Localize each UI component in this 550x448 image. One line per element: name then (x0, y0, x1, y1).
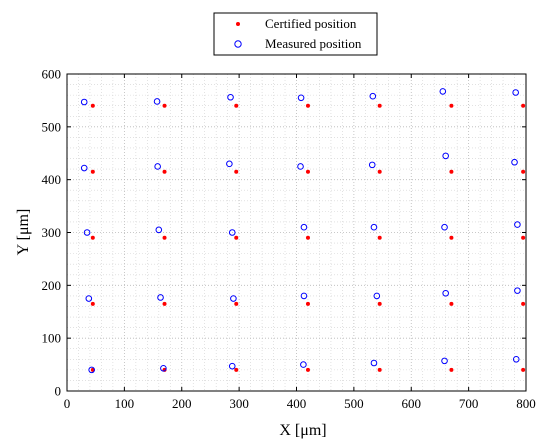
certified-point (449, 301, 454, 306)
certified-point (377, 367, 382, 372)
y-tick-label: 600 (42, 67, 62, 82)
y-tick-label: 500 (42, 119, 62, 134)
certified-point (305, 367, 310, 372)
measured-point (230, 295, 237, 302)
measured-point (370, 223, 378, 231)
certified-point (305, 169, 310, 174)
certified-point (305, 235, 310, 240)
measured-point (300, 361, 307, 368)
certified-point (90, 235, 95, 240)
measured-point (228, 362, 236, 370)
measured-point (300, 223, 308, 231)
y-tick-label: 100 (42, 331, 62, 346)
grid (67, 74, 526, 391)
measured-point (514, 221, 521, 228)
y-tick-label: 0 (55, 384, 62, 399)
measured-point (80, 164, 88, 172)
measured-point (369, 92, 377, 100)
certified-point (90, 169, 95, 174)
certified-point (449, 103, 454, 108)
certified-point (449, 235, 454, 240)
data-marks (80, 88, 526, 374)
measured-point (226, 160, 233, 168)
certified-point (521, 235, 526, 240)
measured-point (228, 229, 236, 236)
measured-point (157, 294, 164, 301)
measured-point (442, 289, 449, 297)
legend-label-measured: Measured position (265, 36, 362, 51)
y-tick-label: 400 (42, 172, 62, 187)
x-tick-label: 700 (459, 396, 479, 411)
measured-point (153, 98, 161, 105)
measured-point (441, 223, 448, 231)
certified-point (377, 235, 382, 240)
legend-label-certified: Certified position (265, 16, 357, 31)
certified-point (162, 103, 167, 108)
measured-point (88, 366, 95, 374)
certified-point (521, 367, 526, 372)
x-tick-label: 800 (516, 396, 536, 411)
certified-point (305, 301, 310, 306)
certified-point (521, 301, 526, 306)
measured-point (514, 287, 521, 294)
measured-point (80, 98, 88, 106)
x-tick-label: 0 (64, 396, 71, 411)
certified-point (377, 103, 382, 108)
legend-box (213, 12, 378, 56)
measured-point (370, 359, 378, 367)
measured-point (442, 152, 449, 160)
x-tick-label: 100 (115, 396, 135, 411)
measured-point (297, 94, 305, 102)
certified-point (305, 103, 310, 108)
measured-point (512, 89, 519, 96)
certified-point (449, 367, 454, 372)
measured-point (439, 88, 447, 95)
measured-point (297, 163, 304, 170)
x-axis-label: X [μm] (279, 422, 326, 439)
legend-marker-certified (236, 22, 240, 26)
certified-point (234, 301, 239, 306)
y-tick-label: 200 (42, 278, 62, 293)
legend-marker-measured (234, 40, 242, 48)
certified-point (234, 169, 239, 174)
certified-point (90, 103, 95, 108)
measured-point (85, 295, 93, 302)
x-tick-label: 600 (402, 396, 422, 411)
certified-point (90, 367, 95, 372)
measured-point (160, 364, 167, 372)
certified-point (234, 103, 239, 108)
x-tick-label: 500 (344, 396, 364, 411)
x-tick-label: 200 (172, 396, 192, 411)
certified-point (521, 169, 526, 174)
certified-point (162, 301, 167, 306)
measured-point (373, 292, 381, 300)
certified-point (234, 235, 239, 240)
axis-ticks: 0 100 200 300 400 500 600 700 800 0 100 200 300 400 50… (42, 67, 536, 412)
certified-point (377, 169, 382, 174)
measured-point (83, 229, 91, 236)
measured-point (300, 292, 308, 300)
certified-point (90, 301, 95, 306)
y-tick-label: 300 (42, 225, 62, 240)
measured-point (441, 357, 448, 365)
certified-point (449, 169, 454, 174)
certified-point (234, 367, 239, 372)
certified-point (162, 169, 167, 174)
measured-point (155, 226, 163, 234)
certified-point (521, 103, 526, 108)
measured-point (227, 93, 234, 101)
certified-point (162, 235, 167, 240)
certified-point (377, 301, 382, 306)
x-tick-label: 400 (287, 396, 307, 411)
measured-point (368, 161, 376, 169)
y-axis-label: Y [μm] (15, 209, 32, 256)
measured-point (511, 158, 518, 166)
measured-point (512, 356, 520, 363)
legend: Certified position Measured position (213, 12, 378, 56)
measured-point (154, 163, 161, 170)
x-tick-label: 300 (229, 396, 249, 411)
